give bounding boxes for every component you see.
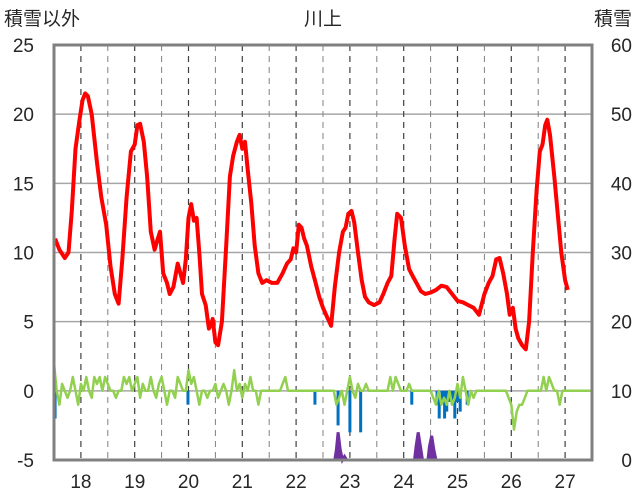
x-tick-label: 21 <box>232 472 253 493</box>
right-tick-label: 10 <box>611 382 632 403</box>
series-layer <box>52 91 592 465</box>
left-tick-label: 5 <box>23 313 34 334</box>
bar-mark <box>313 390 317 405</box>
bar-mark <box>456 390 459 402</box>
x-tick-label: 23 <box>339 472 360 493</box>
x-tick-label: 26 <box>501 472 522 493</box>
bar-mark <box>443 390 447 419</box>
bar-mark <box>359 390 363 433</box>
left-tick-label: 20 <box>13 105 34 126</box>
left-tick-label: 0 <box>23 382 34 403</box>
left-axis-label: 積雪以外 <box>4 8 80 30</box>
bar-mark <box>437 390 441 419</box>
right-tick-label: 50 <box>611 105 632 126</box>
bar-mark <box>348 390 352 433</box>
bar-mark <box>453 390 457 419</box>
x-tick-label: 22 <box>286 472 307 493</box>
x-tick-label: 24 <box>393 472 415 493</box>
right-axis-label: 積雪 <box>594 8 632 30</box>
x-tick-label: 27 <box>555 472 576 493</box>
x-tick-label: 19 <box>124 472 145 493</box>
bar-mark <box>186 390 190 405</box>
tick-labels: -5 0 5 10 15 20 25 0 10 20 30 40 50 60 18 19 20 21 22 23 24 2… <box>13 36 632 493</box>
bar-mark <box>336 390 340 426</box>
left-tick-label: 15 <box>13 174 34 195</box>
right-tick-label: 40 <box>611 174 632 195</box>
bar-mark <box>440 390 444 402</box>
right-tick-label: 0 <box>621 451 632 472</box>
snow-depth-area <box>54 432 592 465</box>
green-line-series <box>52 363 592 431</box>
chart-title: 川上 <box>304 8 342 30</box>
plot-frame <box>52 43 594 462</box>
left-tick-label: -5 <box>17 451 34 472</box>
right-tick-label: 30 <box>611 244 632 265</box>
x-tick-label: 25 <box>447 472 468 493</box>
bar-mark <box>450 390 454 405</box>
x-tick-label: 20 <box>178 472 199 493</box>
red-line-series <box>53 91 570 352</box>
left-tick-label: 25 <box>13 36 34 57</box>
x-tick-label: 18 <box>70 472 91 493</box>
right-tick-label: 60 <box>611 36 632 57</box>
left-tick-label: 10 <box>13 244 34 265</box>
bar-mark <box>458 390 462 412</box>
bar-mark <box>410 390 414 405</box>
right-tick-label: 20 <box>611 313 632 334</box>
grid-lines <box>54 45 592 460</box>
